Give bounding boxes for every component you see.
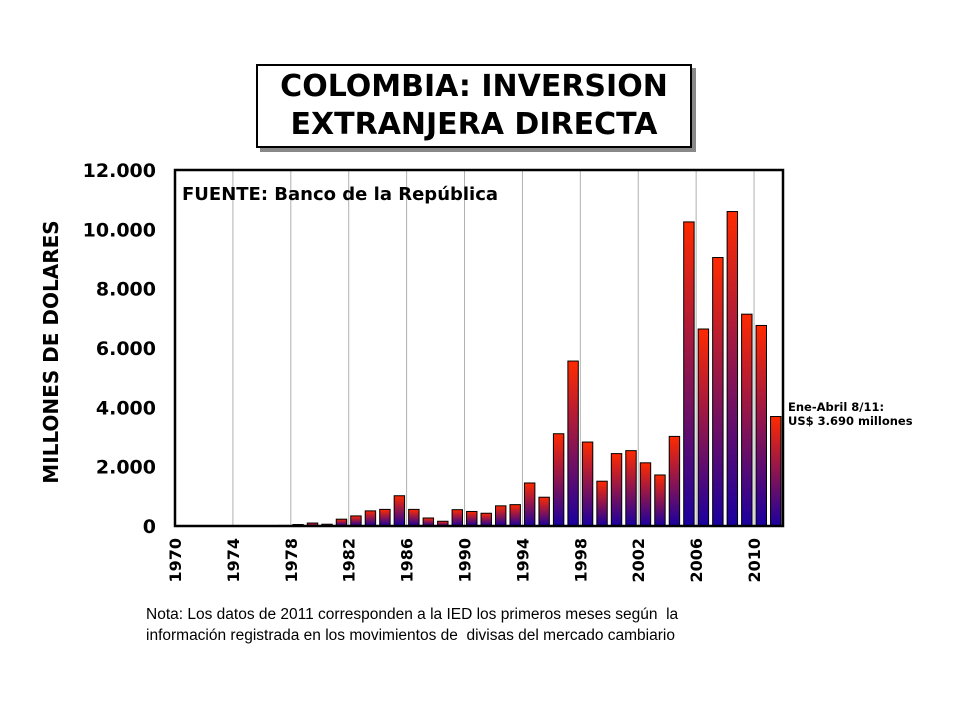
bar-1991 bbox=[480, 512, 492, 527]
bar-2004 bbox=[668, 435, 681, 527]
bar-2009 bbox=[741, 313, 753, 527]
bar-2002 bbox=[639, 462, 652, 527]
gridlines bbox=[232, 170, 755, 526]
annotation-line1: Ene-Abril 8/11: bbox=[788, 400, 884, 414]
bar-1983 bbox=[364, 510, 377, 527]
bar-1989 bbox=[451, 509, 463, 527]
bar-1998 bbox=[581, 441, 594, 527]
y-tick-label: 8.000 bbox=[96, 279, 156, 301]
y-tick-label: 12.000 bbox=[83, 160, 156, 182]
bar-2010 bbox=[755, 324, 767, 527]
bar-2007 bbox=[712, 257, 724, 527]
bar-1986 bbox=[408, 508, 420, 527]
y-tick-label: 4.000 bbox=[96, 397, 156, 419]
x-tick-label: 2002 bbox=[629, 538, 648, 583]
bar-2003 bbox=[654, 474, 666, 527]
footnote-line2: información registrada en los movimiento… bbox=[146, 627, 675, 644]
bar-2011 bbox=[770, 416, 782, 527]
bar-2005 bbox=[683, 221, 695, 527]
chart-title-line2: EXTRANJERA DIRECTA bbox=[290, 107, 658, 142]
x-tick-label: 1974 bbox=[224, 538, 243, 583]
x-tick-label: 1970 bbox=[166, 538, 185, 583]
chart-title: COLOMBIA: INVERSION EXTRANJERA DIRECTA bbox=[280, 68, 668, 144]
bar-2001 bbox=[625, 450, 637, 527]
bar-1992 bbox=[495, 505, 507, 527]
bars bbox=[277, 211, 782, 527]
bar-1993 bbox=[509, 504, 521, 527]
x-tick-label: 1998 bbox=[571, 538, 590, 583]
y-tick-labels: 0 2.000 4.000 6.000 8.000 10.000 12.000 bbox=[83, 160, 156, 538]
footnote-line1: Nota: Los datos de 2011 corresponden a l… bbox=[146, 606, 679, 623]
x-tick-label: 1986 bbox=[398, 538, 417, 583]
y-tick-label: 2.000 bbox=[96, 457, 156, 479]
y-tick-label: 0 bbox=[143, 516, 156, 538]
annotation-line2: US$ 3.690 millones bbox=[788, 414, 913, 428]
x-tick-label: 2006 bbox=[687, 538, 706, 583]
x-tick-labels: 1970 1974 1978 1982 1986 1990 1994 1998 2002 2006… bbox=[166, 538, 764, 583]
source-label: FUENTE: Banco de la República bbox=[182, 184, 498, 205]
bar-1997 bbox=[567, 360, 579, 527]
y-axis-label: MILLONES DE DOLARES bbox=[39, 220, 63, 483]
x-tick-label: 1978 bbox=[282, 538, 301, 583]
x-tick-label: 1982 bbox=[340, 538, 359, 583]
footnote: Nota: Los datos de 2011 corresponden a l… bbox=[146, 604, 826, 646]
bar-1990 bbox=[466, 510, 478, 527]
x-tick-label: 2010 bbox=[745, 538, 764, 583]
bar-1982 bbox=[350, 515, 362, 527]
bar-2008 bbox=[726, 211, 739, 527]
y-tick-label: 10.000 bbox=[83, 219, 156, 241]
bar-1996 bbox=[552, 433, 565, 527]
bar-1994 bbox=[523, 482, 536, 527]
bar-2006 bbox=[697, 328, 710, 527]
x-tick-label: 1994 bbox=[513, 538, 532, 583]
chart-title-box: COLOMBIA: INVERSION EXTRANJERA DIRECTA bbox=[256, 64, 692, 148]
x-tick-label: 1990 bbox=[456, 538, 475, 583]
bar-2000 bbox=[610, 453, 623, 527]
y-tick-label: 6.000 bbox=[96, 338, 156, 360]
bar-1999 bbox=[596, 480, 608, 527]
plot-frame bbox=[173, 168, 785, 528]
bar-1984 bbox=[379, 508, 391, 527]
bar-1985 bbox=[393, 495, 406, 527]
chart-title-line1: COLOMBIA: INVERSION bbox=[280, 69, 668, 104]
bar-1995 bbox=[538, 496, 550, 527]
